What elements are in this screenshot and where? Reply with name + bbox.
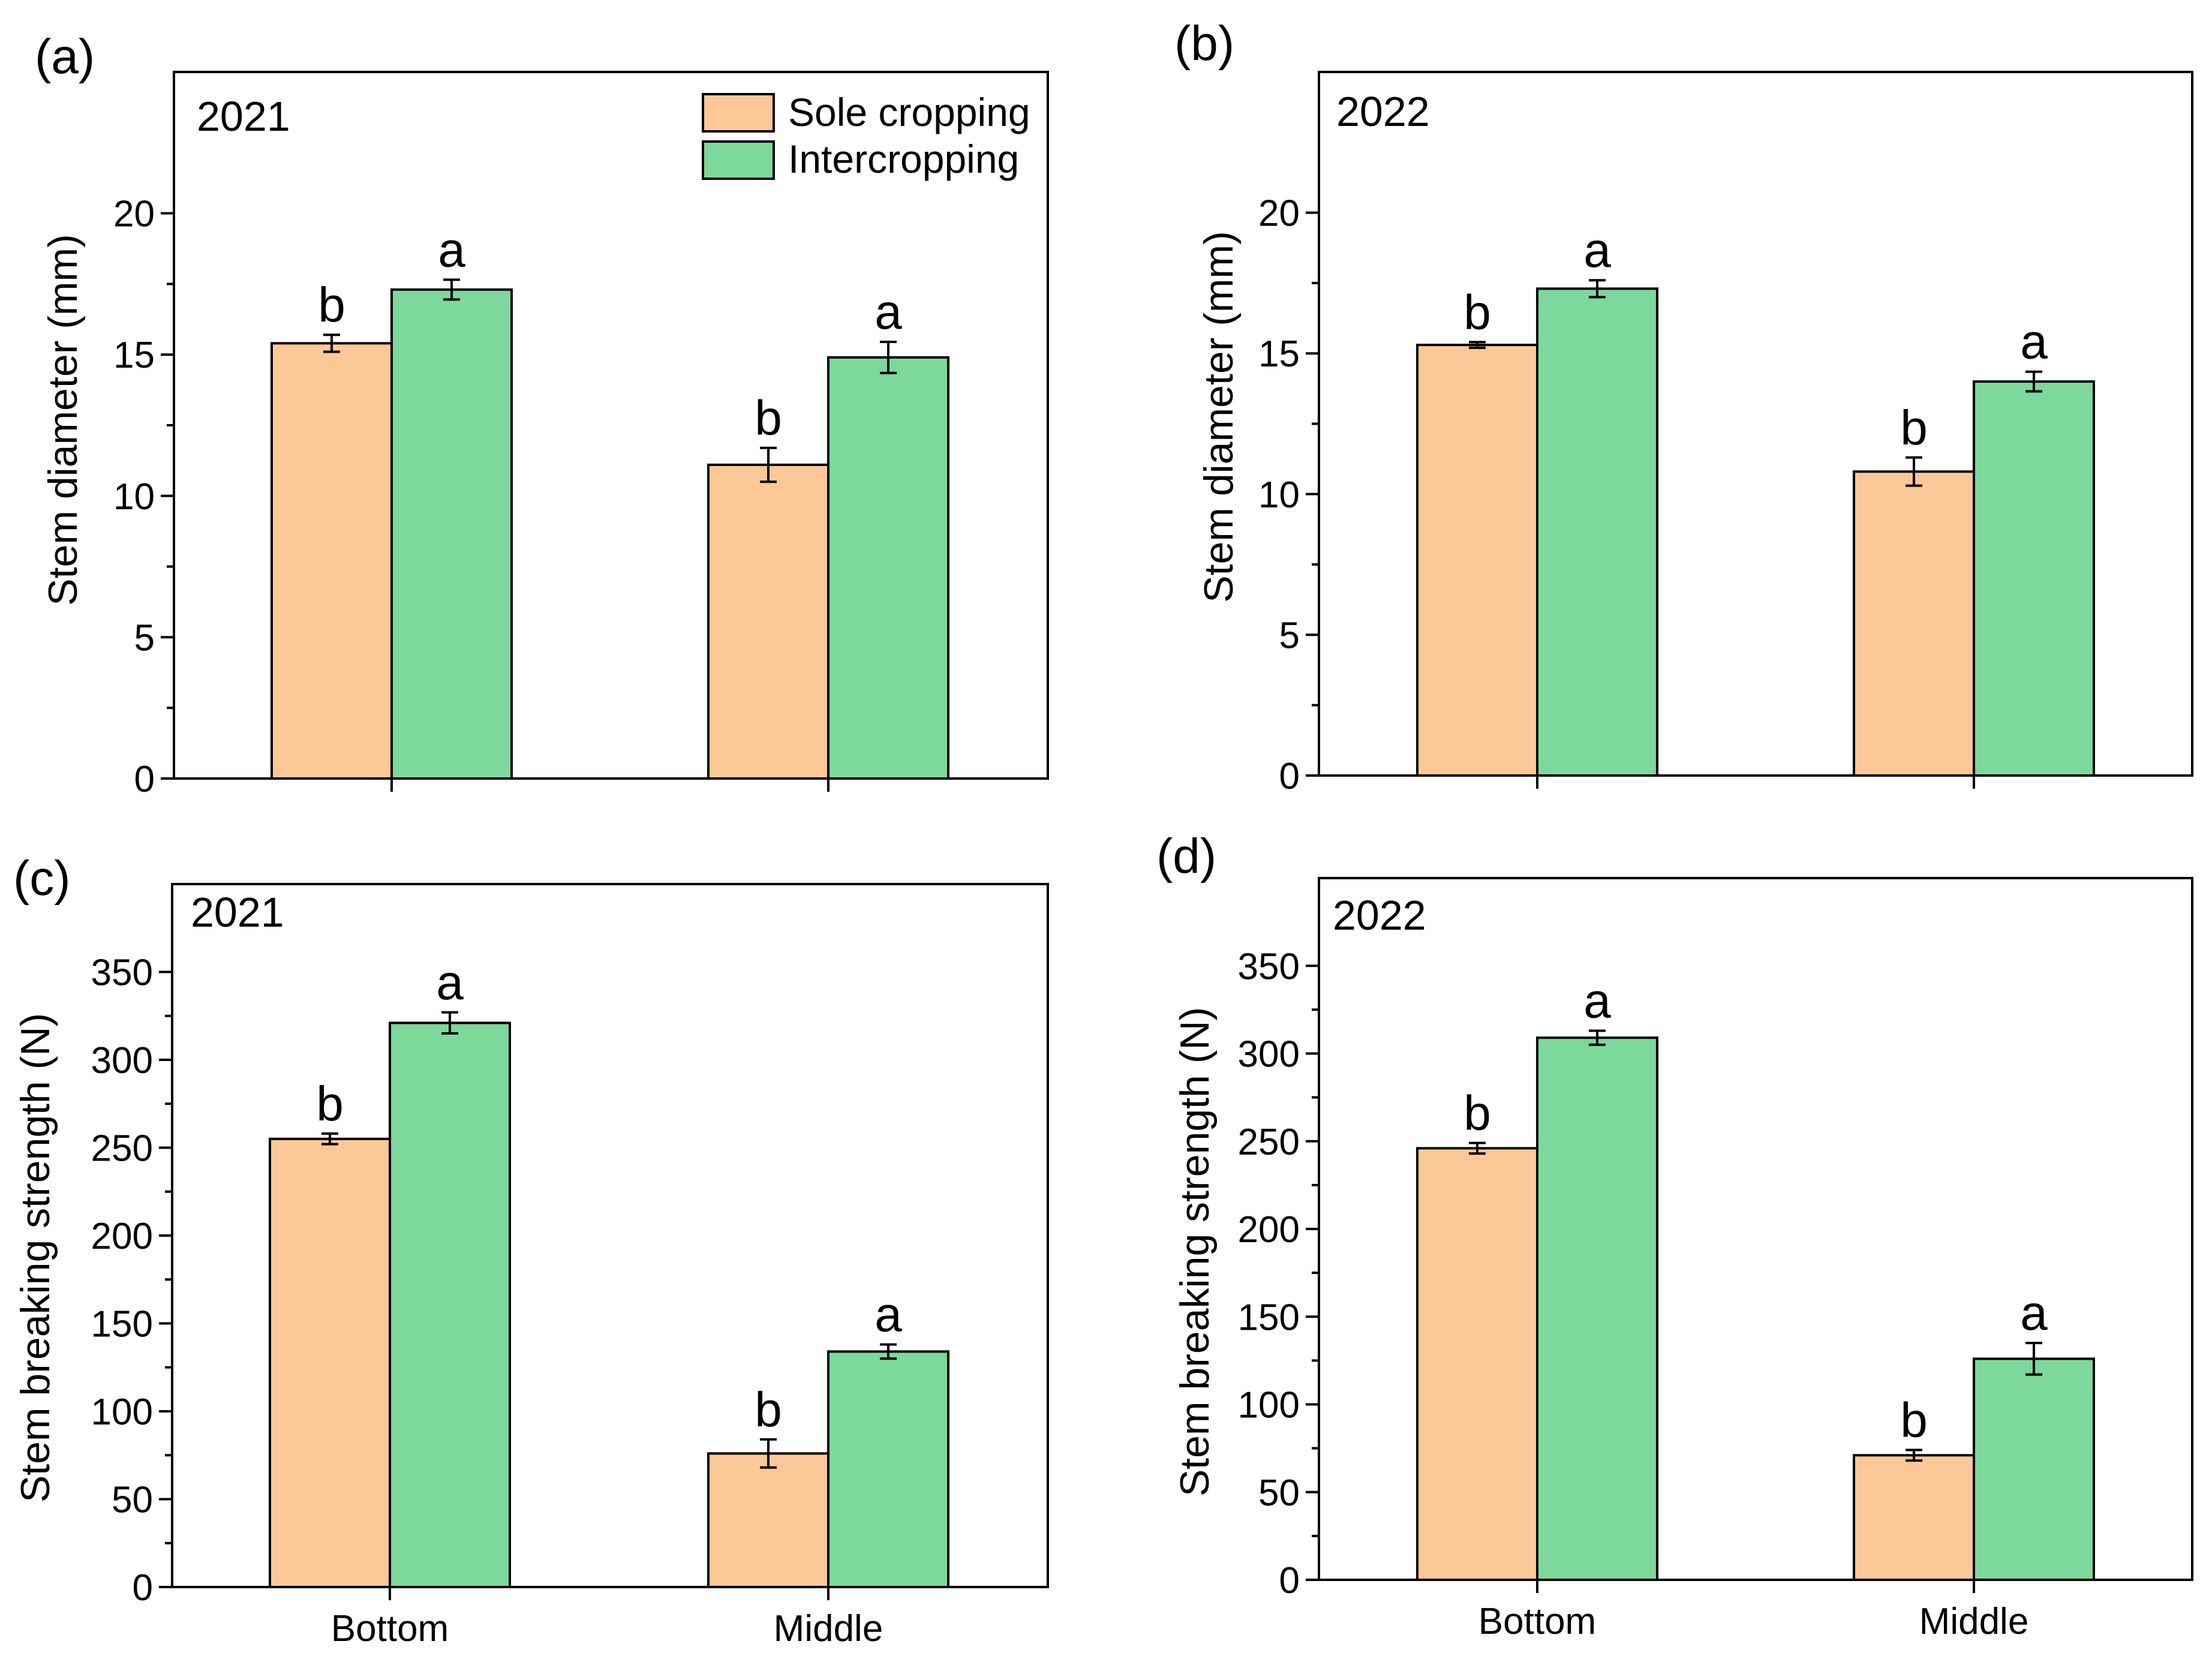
bar <box>707 463 830 780</box>
y-axis-label-d: Stem breaking strength (N) <box>1172 1007 1218 1496</box>
y-tick-label: 15 <box>1258 333 1300 375</box>
significance-letter: a <box>2020 1286 2048 1341</box>
year-label-a: 2021 <box>197 93 290 140</box>
y-tick-label: 300 <box>1238 1034 1300 1075</box>
y-tick-label: 150 <box>1238 1297 1300 1338</box>
plot-d: 0 50 100 150 200 250 300 350 Bottom Middle b b a a <box>1238 877 2193 1642</box>
x-tick-label: Middle <box>774 1608 883 1649</box>
plot-b: 0 5 10 15 20 b b a a <box>1258 71 2193 797</box>
bar <box>1853 1454 1975 1581</box>
panel-label-c: (c) <box>13 851 71 906</box>
y-axis-label-c: Stem breaking strength (N) <box>13 1013 58 1502</box>
significance-letter: b <box>1463 285 1491 339</box>
bar <box>271 342 393 780</box>
panel-a: (a) 2021 Stem diameter (mm) 0 5 10 15 20 b b a a… <box>35 29 1049 800</box>
x-tick-label: Bottom <box>1478 1601 1596 1642</box>
year-label-d: 2022 <box>1333 892 1426 939</box>
significance-letter: b <box>1900 1393 1928 1448</box>
significance-letter: b <box>316 1077 344 1131</box>
panel-label-d: (d) <box>1156 829 1216 883</box>
bar <box>1973 380 2095 777</box>
y-tick-label: 10 <box>1258 474 1300 516</box>
y-tick-label: 200 <box>1238 1209 1300 1251</box>
plot-a: 0 5 10 15 20 b b a a <box>113 71 1049 800</box>
y-tick-label: 150 <box>91 1304 153 1345</box>
significance-letter: b <box>755 1382 782 1437</box>
y-axis-label-b: Stem diameter (mm) <box>1196 231 1242 603</box>
significance-letter: a <box>874 1288 902 1342</box>
panel-c: (c) 2021 Stem breaking strength (N) 0 50 1… <box>13 851 1049 1649</box>
bar <box>827 1350 949 1588</box>
legend-label-inter: Intercropping <box>788 137 1019 181</box>
bar <box>1973 1357 2095 1581</box>
significance-letter: b <box>318 278 345 332</box>
significance-letter: b <box>1463 1086 1491 1141</box>
y-tick-label: 15 <box>113 335 155 376</box>
y-tick-label: 5 <box>134 617 155 659</box>
y-tick-label: 0 <box>1279 1560 1300 1601</box>
significance-letter: a <box>1583 973 1611 1028</box>
significance-letter: a <box>436 955 464 1010</box>
legend-swatch-inter <box>702 140 775 180</box>
y-tick-label: 250 <box>91 1128 153 1170</box>
plot-c: 0 50 100 150 200 250 300 350 Bottom Middle b b a a <box>91 883 1049 1649</box>
panel-label-a: (a) <box>35 29 95 84</box>
bar <box>707 1452 830 1589</box>
y-tick-label: 20 <box>1258 193 1300 235</box>
y-tick-label: 200 <box>91 1216 153 1257</box>
panel-label-b: (b) <box>1174 16 1234 71</box>
bar <box>1536 287 1658 777</box>
y-tick-label: 5 <box>1279 615 1300 656</box>
y-tick-label: 300 <box>91 1040 153 1081</box>
x-tick-label: Bottom <box>331 1608 449 1649</box>
y-tick-label: 0 <box>1279 756 1300 797</box>
y-axis-label-a: Stem diameter (mm) <box>40 234 86 606</box>
bar <box>1536 1036 1658 1582</box>
significance-letter: a <box>2020 315 2048 369</box>
y-tick-label: 50 <box>1258 1472 1300 1514</box>
y-tick-label: 0 <box>133 1567 153 1609</box>
y-tick-label: 100 <box>91 1391 153 1433</box>
y-tick-label: 100 <box>1238 1385 1300 1426</box>
y-tick-label: 350 <box>1238 946 1300 987</box>
y-tick-label: 10 <box>113 476 155 518</box>
legend-label-sole: Sole cropping <box>788 90 1030 134</box>
y-tick-label: 350 <box>91 952 153 994</box>
legend: Sole cropping Intercropping <box>702 90 1030 181</box>
bar <box>827 356 949 780</box>
bar <box>269 1137 391 1588</box>
bar <box>1416 344 1538 777</box>
significance-letter: b <box>755 391 782 446</box>
significance-letter: a <box>1583 223 1611 278</box>
legend-swatch-sole <box>702 93 775 133</box>
year-label-c: 2021 <box>191 889 284 936</box>
panel-d: (d) 2022 Stem breaking strength (N) 0 50 1… <box>1156 829 2193 1642</box>
x-tick-label: Middle <box>1919 1601 2029 1642</box>
bar <box>1416 1147 1538 1581</box>
significance-letter: a <box>438 223 465 277</box>
panel-b: (b) 2022 Stem diameter (mm) 0 5 10 15 20 b b a a <box>1174 16 2193 797</box>
significance-letter: a <box>874 285 902 339</box>
y-tick-label: 0 <box>134 759 155 800</box>
y-tick-label: 50 <box>112 1480 153 1521</box>
y-tick-label: 250 <box>1238 1122 1300 1163</box>
significance-letter: b <box>1900 401 1928 455</box>
bar <box>390 288 513 780</box>
bar <box>389 1021 511 1588</box>
year-label-b: 2022 <box>1336 88 1430 135</box>
bar <box>1853 470 1975 777</box>
y-tick-label: 20 <box>113 194 155 235</box>
